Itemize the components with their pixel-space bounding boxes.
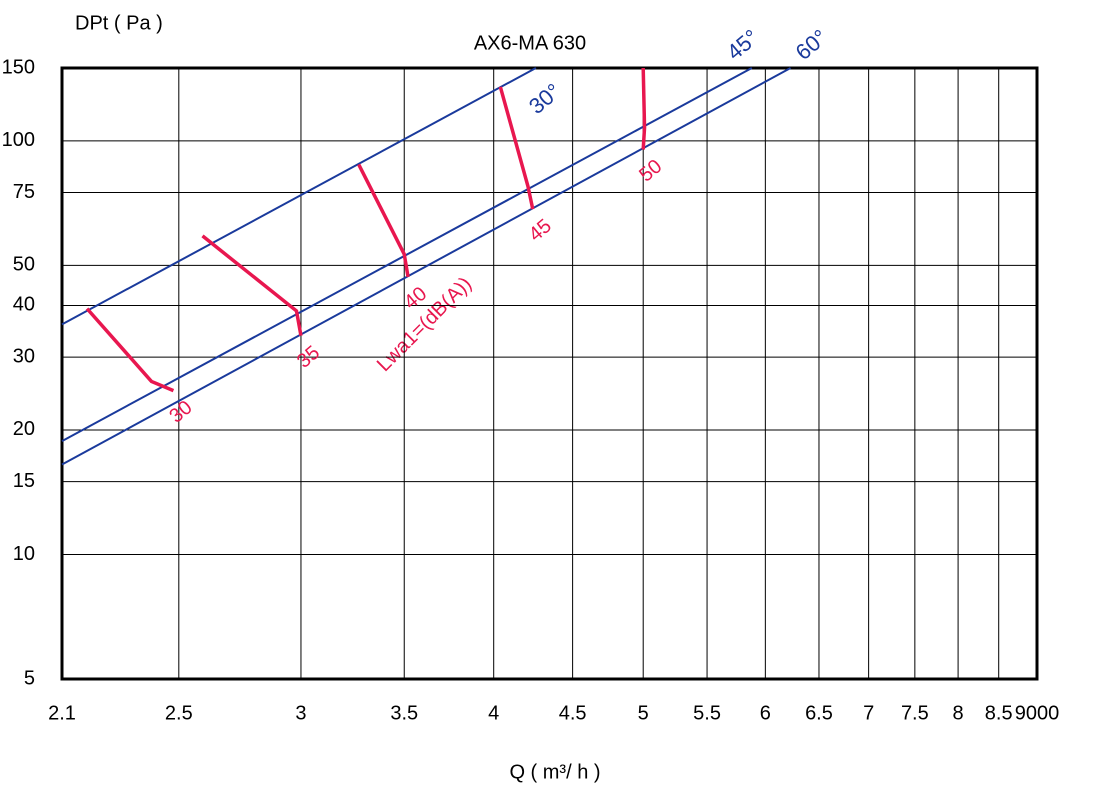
x-tick-label: 9000	[1015, 702, 1060, 724]
x-tick-label: 6.5	[805, 702, 833, 724]
x-tick-label: 7	[863, 702, 874, 724]
x-tick-label: 6	[760, 702, 771, 724]
x-tick-label: 2.5	[165, 702, 193, 724]
series-label: 45	[525, 215, 556, 246]
series-line	[357, 163, 410, 278]
annotation: Lwa1=(dB(A))	[373, 273, 476, 376]
x-tick-label: 5.5	[693, 702, 721, 724]
x-tick-label: 3	[295, 702, 306, 724]
y-axis-label: DPt ( Pa )	[75, 12, 163, 34]
y-tick-label: 40	[13, 294, 35, 316]
y-tick-label: 75	[13, 181, 35, 203]
x-tick-label: 2.1	[48, 702, 76, 724]
y-tick-label: 5	[24, 667, 35, 689]
x-tick-label: 5	[638, 702, 649, 724]
x-tick-label: 8	[953, 702, 964, 724]
series-line	[641, 67, 647, 150]
x-tick-label: 4.5	[559, 702, 587, 724]
y-tick-label: 50	[13, 254, 35, 276]
series-label: 45°	[722, 24, 764, 65]
plot-frame	[60, 66, 1039, 681]
series-label: 30°	[524, 78, 566, 119]
series-label: 60°	[791, 24, 833, 65]
series-line	[85, 307, 175, 393]
series-line	[61, 67, 792, 466]
y-tick-label: 20	[13, 418, 35, 440]
x-axis-label: Q ( m³/ h )	[509, 761, 600, 783]
x-tick-label: 7.5	[901, 702, 929, 724]
series-label: 35	[293, 342, 324, 373]
y-tick-label: 30	[13, 345, 35, 367]
y-tick-label: 100	[2, 129, 35, 151]
chart-title: AX6-MA 630	[474, 32, 586, 54]
y-tick-label: 15	[13, 470, 35, 492]
x-tick-label: 4	[488, 702, 499, 724]
y-tick-label: 150	[2, 56, 35, 78]
series-line	[498, 86, 535, 210]
x-tick-label: 3.5	[390, 702, 418, 724]
y-tick-label: 10	[13, 543, 35, 565]
series-line	[201, 234, 303, 337]
series-label: 30	[165, 396, 196, 427]
series-line	[61, 67, 753, 442]
x-tick-label: 8.5	[985, 702, 1013, 724]
series-label: 50	[635, 155, 666, 186]
series-line	[61, 67, 537, 326]
